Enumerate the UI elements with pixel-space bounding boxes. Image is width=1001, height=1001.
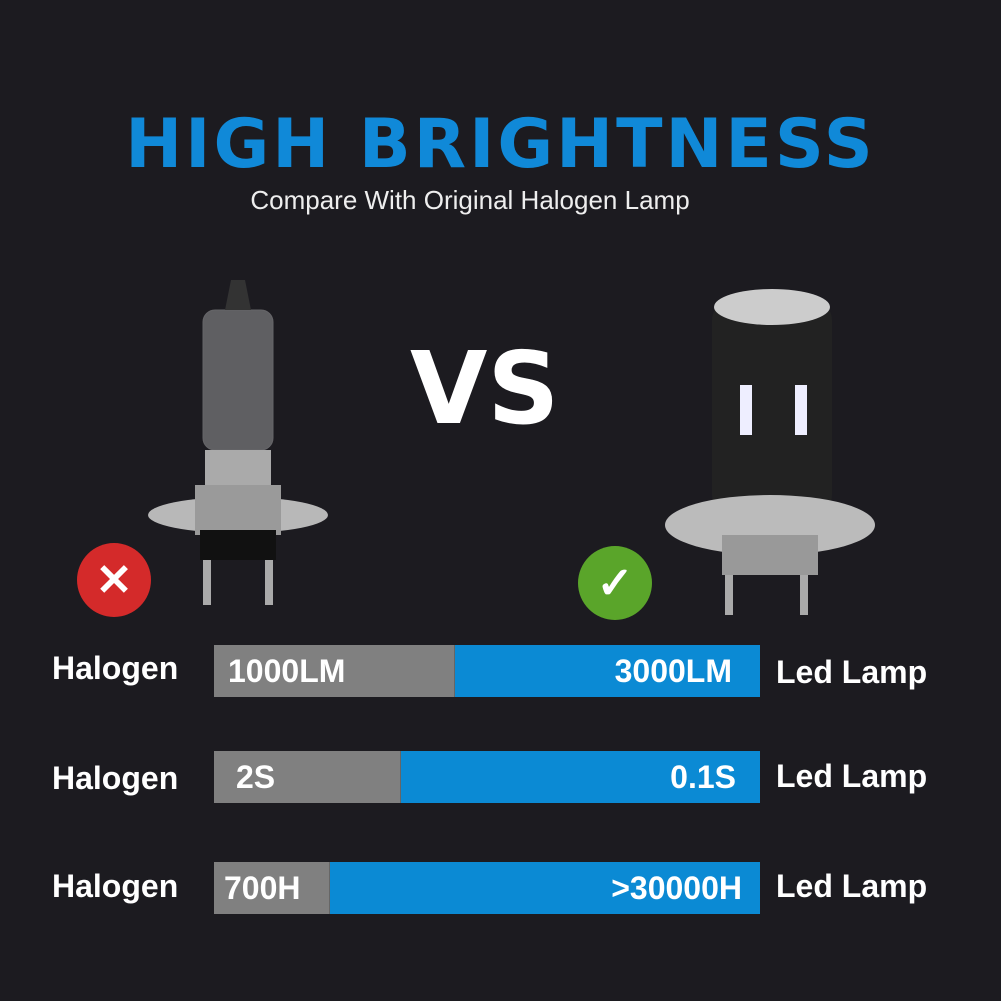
headline: HIGH BRIGHTNESS [125, 105, 876, 184]
halogen-bar-fill [214, 645, 456, 697]
led-value: 3000LM [614, 653, 732, 689]
halogen-bar-fill [214, 751, 401, 803]
comparison-bar: 2S 0.1S [214, 751, 760, 803]
cross-icon: ✕ [77, 543, 151, 617]
comparison-bar: 1000LM 3000LM [214, 645, 760, 697]
led-value: 0.1S [670, 759, 736, 795]
halogen-value: 1000LM [228, 653, 346, 689]
led-bulb-image [665, 289, 875, 615]
led-label: Led Lamp [776, 868, 928, 904]
led-label: Led Lamp [776, 654, 928, 690]
comparison-bar: 700H >30000H [214, 862, 760, 914]
halogen-bar-fill [214, 862, 330, 914]
halogen-label: Halogen [52, 650, 179, 686]
vs-text: VS [410, 330, 560, 447]
halogen-label: Halogen [52, 868, 179, 904]
halogen-value: 2S [236, 759, 276, 795]
halogen-bulb-image [148, 280, 328, 605]
led-label: Led Lamp [776, 758, 928, 794]
halogen-label: Halogen [52, 760, 179, 796]
halogen-value: 700H [224, 870, 301, 906]
check-icon: ✓ [578, 546, 652, 620]
subtitle: Compare With Original Halogen Lamp [250, 185, 690, 215]
led-value: >30000H [611, 870, 742, 906]
